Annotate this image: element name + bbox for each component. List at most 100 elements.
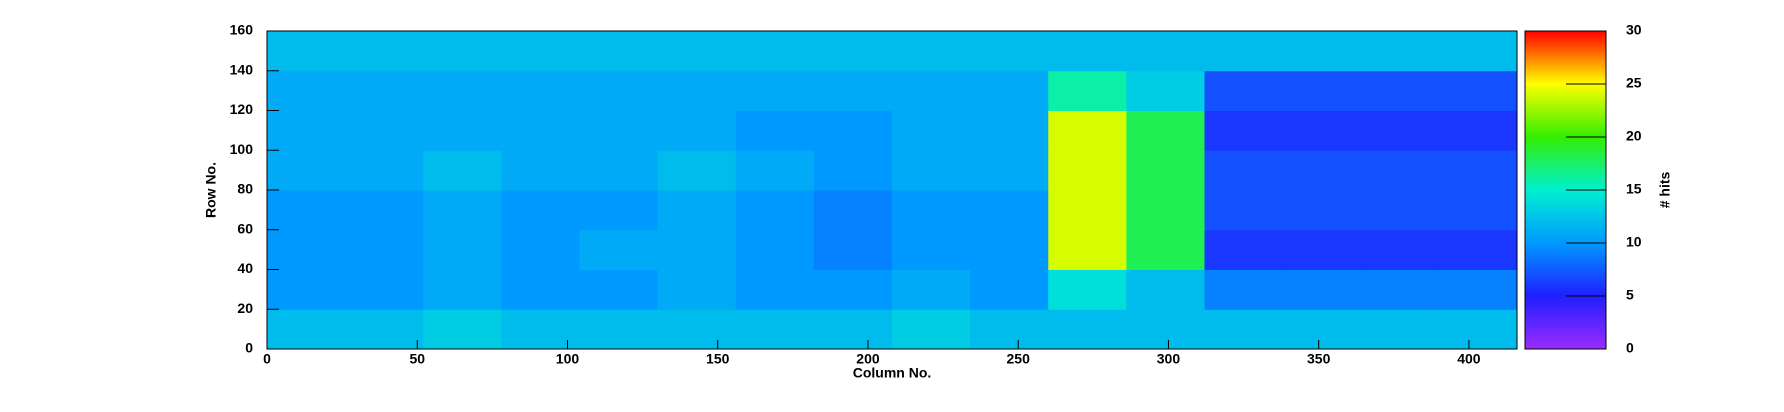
heatmap-cell bbox=[423, 110, 502, 151]
heatmap-cell bbox=[423, 190, 502, 231]
heatmap-cell bbox=[970, 309, 1049, 350]
y-tick-label: 100 bbox=[230, 141, 254, 157]
heatmap-cell bbox=[657, 190, 737, 231]
heatmap-cell bbox=[970, 229, 1049, 270]
heatmap-cell bbox=[345, 31, 424, 72]
heatmap-cell bbox=[1360, 31, 1440, 72]
heatmap-cell bbox=[501, 70, 580, 111]
heatmap-cell bbox=[423, 229, 502, 270]
heatmap-cell bbox=[813, 31, 893, 72]
heatmap-cell bbox=[735, 110, 815, 151]
heatmap-cell bbox=[501, 150, 580, 191]
heatmap-cell bbox=[1282, 229, 1362, 270]
heatmap-cell bbox=[1282, 190, 1362, 231]
y-tick-label: 60 bbox=[237, 220, 253, 236]
heatmap-cell bbox=[579, 31, 659, 72]
heatmap-cell bbox=[1204, 150, 1284, 191]
heatmap-cell bbox=[345, 110, 424, 151]
heatmap-cell bbox=[423, 269, 502, 310]
heatmap-cell bbox=[1126, 269, 1205, 310]
y-axis-label: Row No. bbox=[203, 162, 219, 218]
heatmap-cell bbox=[1282, 31, 1362, 72]
heatmap-cell bbox=[657, 110, 737, 151]
heatmap-cell bbox=[1438, 229, 1518, 270]
heatmap-cell bbox=[267, 309, 346, 350]
heatmap-cell bbox=[735, 190, 815, 231]
y-tick-label: 0 bbox=[245, 340, 253, 356]
heatmap-cell bbox=[735, 309, 815, 350]
heatmap-cell bbox=[345, 150, 424, 191]
heatmap-cell bbox=[735, 70, 815, 111]
heatmap-cell bbox=[579, 190, 659, 231]
heatmap-cell bbox=[892, 229, 971, 270]
heatmap-cell bbox=[345, 70, 424, 111]
heatmap-cell bbox=[579, 309, 659, 350]
colorbar-tick-label: 10 bbox=[1626, 234, 1642, 250]
heatmap-cell bbox=[345, 309, 424, 350]
heatmap-cell bbox=[970, 70, 1049, 111]
heatmap-cell bbox=[423, 31, 502, 72]
heatmap-cell bbox=[1438, 110, 1518, 151]
heatmap-cell bbox=[813, 309, 893, 350]
heatmap-cell bbox=[1204, 269, 1284, 310]
heatmap-cell bbox=[1282, 110, 1362, 151]
heatmap-cell bbox=[501, 309, 580, 350]
heatmap-cell bbox=[1126, 110, 1205, 151]
x-tick-label: 100 bbox=[556, 351, 580, 367]
heatmap-cell bbox=[813, 70, 893, 111]
heatmap-cell bbox=[423, 150, 502, 191]
heatmap-cell bbox=[1438, 190, 1518, 231]
heatmap-cell bbox=[735, 150, 815, 191]
heatmap-cell bbox=[1360, 150, 1440, 191]
heatmap-cell bbox=[1438, 269, 1518, 310]
heatmap-cell bbox=[735, 31, 815, 72]
heatmap-cell bbox=[1282, 269, 1362, 310]
heatmap-cell bbox=[1126, 190, 1205, 231]
heatmap-cell bbox=[970, 190, 1049, 231]
heatmap-cell bbox=[267, 150, 346, 191]
heatmap-cell bbox=[1048, 309, 1127, 350]
heatmap-cell bbox=[970, 150, 1049, 191]
heatmap-cell bbox=[657, 150, 737, 191]
heatmap-cell bbox=[892, 150, 971, 191]
colorbar-tick-label: 15 bbox=[1626, 181, 1642, 197]
heatmap-cell bbox=[345, 269, 424, 310]
heatmap-cell bbox=[1282, 150, 1362, 191]
heatmap-cell bbox=[1048, 110, 1127, 151]
heatmap-cell bbox=[892, 309, 971, 350]
heatmap-cell bbox=[1204, 70, 1284, 111]
heatmap-cell bbox=[735, 229, 815, 270]
heatmap-cell bbox=[267, 269, 346, 310]
heatmap-cell bbox=[1048, 229, 1127, 270]
heatmap-cell bbox=[345, 190, 424, 231]
heatmap-cell bbox=[813, 269, 893, 310]
heatmap-cell bbox=[501, 110, 580, 151]
y-tick-label: 20 bbox=[237, 300, 253, 316]
heatmap-cell bbox=[657, 70, 737, 111]
heatmap-cell bbox=[267, 229, 346, 270]
heatmap-cell bbox=[267, 31, 346, 72]
heatmap-cell bbox=[892, 31, 971, 72]
heatmap-cell bbox=[267, 190, 346, 231]
heatmap-cell bbox=[1360, 190, 1440, 231]
heatmap-cell bbox=[813, 190, 893, 231]
y-tick-label: 140 bbox=[230, 61, 254, 77]
heatmap-cell bbox=[579, 269, 659, 310]
y-tick-label: 160 bbox=[230, 22, 254, 38]
heatmap-cell bbox=[1048, 190, 1127, 231]
heatmap-cell bbox=[892, 110, 971, 151]
x-tick-label: 200 bbox=[856, 351, 880, 367]
heatmap-cell bbox=[423, 309, 502, 350]
heatmap-cell bbox=[1438, 31, 1518, 72]
heatmap-cell bbox=[1282, 70, 1362, 111]
heatmap-cell bbox=[423, 70, 502, 111]
heatmap-cell bbox=[501, 269, 580, 310]
heatmap-cell bbox=[1048, 269, 1127, 310]
heatmap-cell bbox=[813, 229, 893, 270]
heatmap-cell bbox=[657, 31, 737, 72]
heatmap-cell bbox=[813, 150, 893, 191]
heatmap-cell bbox=[501, 190, 580, 231]
heatmap-cell bbox=[1126, 150, 1205, 191]
y-tick-label: 80 bbox=[237, 181, 253, 197]
heatmap-cell bbox=[735, 269, 815, 310]
